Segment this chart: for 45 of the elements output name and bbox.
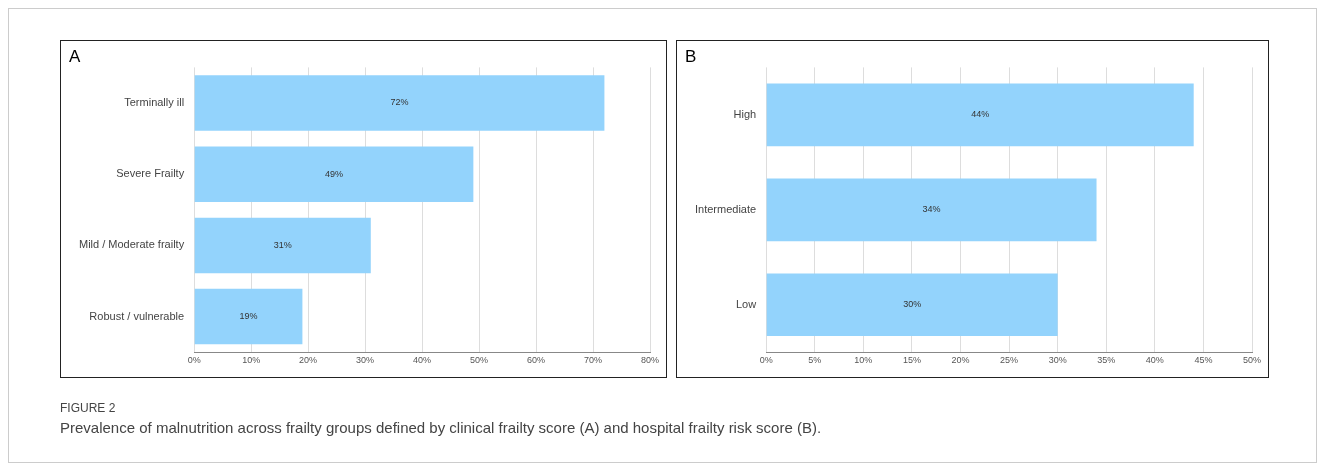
data-label: 44% <box>971 109 990 120</box>
x-tick-label: 10% <box>242 355 261 366</box>
chart-title: B <box>685 46 697 66</box>
x-tick-label: 5% <box>808 355 822 366</box>
chart-title: A <box>69 46 81 66</box>
bar <box>194 146 474 202</box>
y-tick-label: Low <box>735 297 757 310</box>
x-tick-label: 70% <box>584 355 603 366</box>
bar <box>766 83 1194 147</box>
x-tick-label: 40% <box>413 355 432 366</box>
x-tick-label: 15% <box>902 355 921 366</box>
x-tick-label: 45% <box>1194 355 1213 366</box>
y-tick-label: High <box>733 107 757 120</box>
data-label: 34% <box>922 204 941 215</box>
data-label: 49% <box>324 168 344 179</box>
x-tick-label: 80% <box>640 355 660 366</box>
x-tick-label: 60% <box>527 355 546 366</box>
x-tick-label: 50% <box>1242 355 1262 366</box>
bar <box>194 217 371 274</box>
x-tick-label: 10% <box>854 355 873 366</box>
x-tick-label: 0% <box>759 355 773 366</box>
x-tick-label: 20% <box>299 355 318 366</box>
y-tick-label: Terminally ill <box>124 96 185 109</box>
data-label: 19% <box>239 311 258 322</box>
x-tick-label: 25% <box>1000 355 1019 366</box>
text: Prevalence of malnutrition across frailty groups defined by clinical frailty score (A) and hospital frailty risk score (B). <box>60 419 822 436</box>
caption: FIGURE 2 <box>60 401 117 415</box>
bar <box>766 178 1097 242</box>
x-tick-label: 30% <box>356 355 375 366</box>
y-tick-label: Robust / vulnerable <box>89 309 185 322</box>
bar <box>766 273 1058 337</box>
bar <box>194 75 605 131</box>
x-tick-label: 20% <box>951 355 970 366</box>
y-tick-label: Mild / Moderate frailty <box>78 238 185 251</box>
x-tick-label: 50% <box>470 355 489 366</box>
y-tick-label: Severe Frailty <box>116 167 185 180</box>
x-tick-label: 35% <box>1097 355 1116 366</box>
x-tick-label: 30% <box>1048 355 1067 366</box>
data-label: 72% <box>390 97 409 108</box>
data-label: 30% <box>903 299 922 310</box>
x-tick-label: 40% <box>1145 355 1164 366</box>
bar <box>194 288 303 345</box>
y-tick-label: Intermediate <box>694 202 757 215</box>
data-label: 31% <box>273 239 292 250</box>
x-tick-label: 0% <box>187 355 201 366</box>
